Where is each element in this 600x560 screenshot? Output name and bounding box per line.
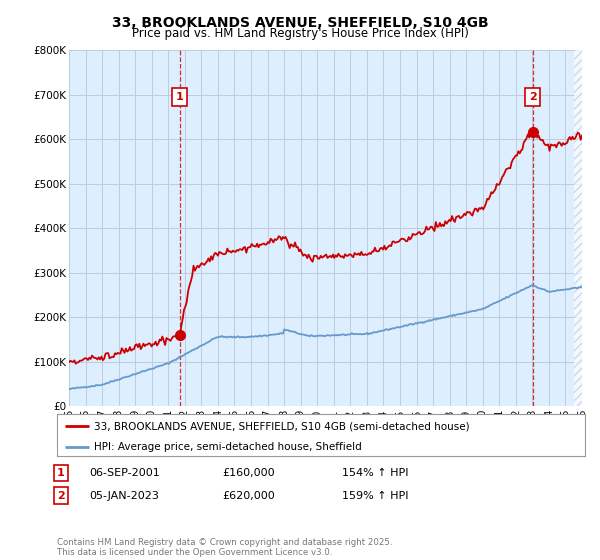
- Text: 33, BROOKLANDS AVENUE, SHEFFIELD, S10 4GB: 33, BROOKLANDS AVENUE, SHEFFIELD, S10 4G…: [112, 16, 488, 30]
- Text: Price paid vs. HM Land Registry's House Price Index (HPI): Price paid vs. HM Land Registry's House …: [131, 27, 469, 40]
- Text: 05-JAN-2023: 05-JAN-2023: [89, 491, 158, 501]
- Text: 154% ↑ HPI: 154% ↑ HPI: [342, 468, 409, 478]
- Text: HPI: Average price, semi-detached house, Sheffield: HPI: Average price, semi-detached house,…: [94, 442, 362, 452]
- Text: 33, BROOKLANDS AVENUE, SHEFFIELD, S10 4GB (semi-detached house): 33, BROOKLANDS AVENUE, SHEFFIELD, S10 4G…: [94, 421, 470, 431]
- Bar: [574, 50, 582, 406]
- Text: 06-SEP-2001: 06-SEP-2001: [89, 468, 160, 478]
- Text: £160,000: £160,000: [222, 468, 275, 478]
- Text: 159% ↑ HPI: 159% ↑ HPI: [342, 491, 409, 501]
- Text: 1: 1: [57, 468, 65, 478]
- Text: Contains HM Land Registry data © Crown copyright and database right 2025.
This d: Contains HM Land Registry data © Crown c…: [57, 538, 392, 557]
- Text: 2: 2: [57, 491, 65, 501]
- Text: £620,000: £620,000: [222, 491, 275, 501]
- Text: 2: 2: [529, 92, 536, 101]
- Text: 1: 1: [176, 92, 184, 101]
